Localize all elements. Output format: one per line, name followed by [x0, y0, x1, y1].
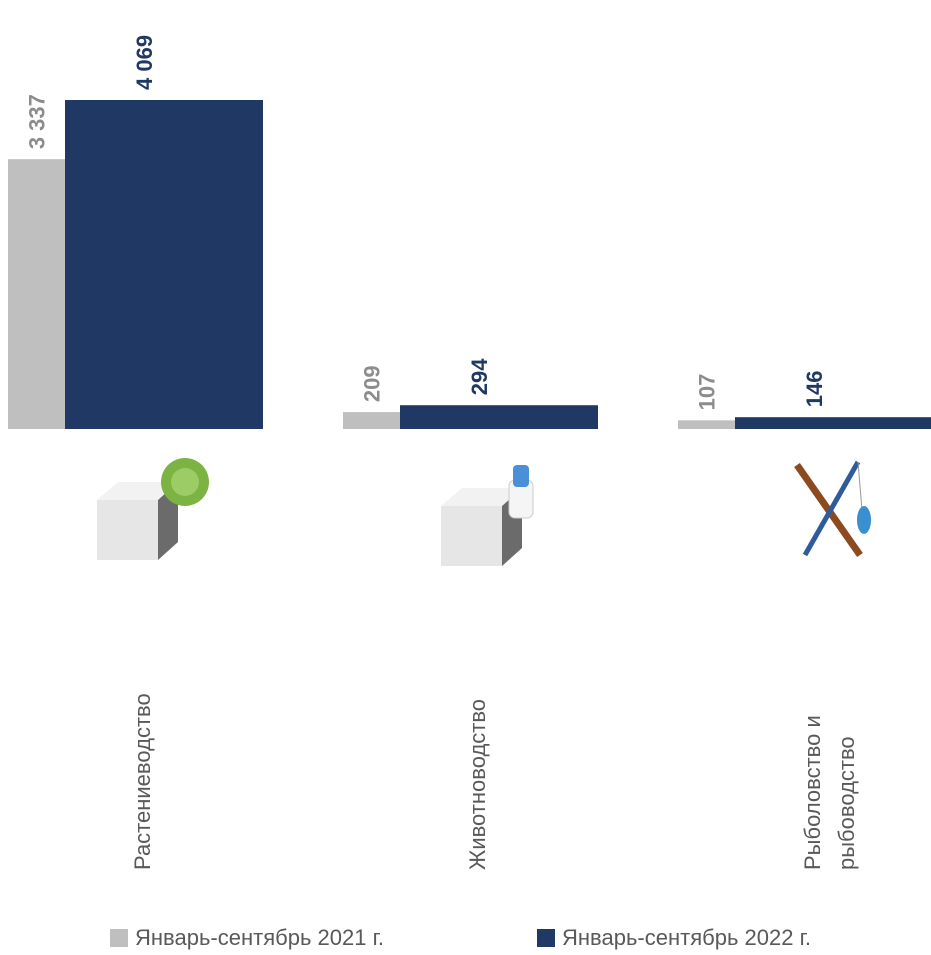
icon-fishing: [794, 460, 871, 558]
bar: [343, 412, 400, 429]
legend-label: Январь-сентябрь 2021 г.: [135, 925, 384, 950]
value-label: 107: [695, 374, 720, 411]
value-label: 294: [467, 358, 492, 395]
bar: [735, 417, 931, 429]
bar: [8, 159, 65, 429]
category-label: Рыболовство и рыбоводство: [800, 715, 859, 870]
icon-livestock: [441, 465, 534, 566]
value-label: 146: [802, 370, 827, 407]
bar: [400, 405, 598, 429]
value-label: 4 069: [132, 35, 157, 90]
legend-label: Январь-сентябрь 2022 г.: [562, 925, 811, 950]
bar: [65, 100, 263, 429]
category-label: Животноводство: [465, 698, 490, 870]
icon-crop: [97, 458, 209, 560]
value-label: 3 337: [25, 94, 50, 149]
legend-swatch: [110, 929, 128, 947]
bar: [678, 420, 735, 429]
value-label: 209: [360, 365, 385, 402]
category-label: Растениеводство: [130, 693, 155, 870]
legend-swatch: [537, 929, 555, 947]
